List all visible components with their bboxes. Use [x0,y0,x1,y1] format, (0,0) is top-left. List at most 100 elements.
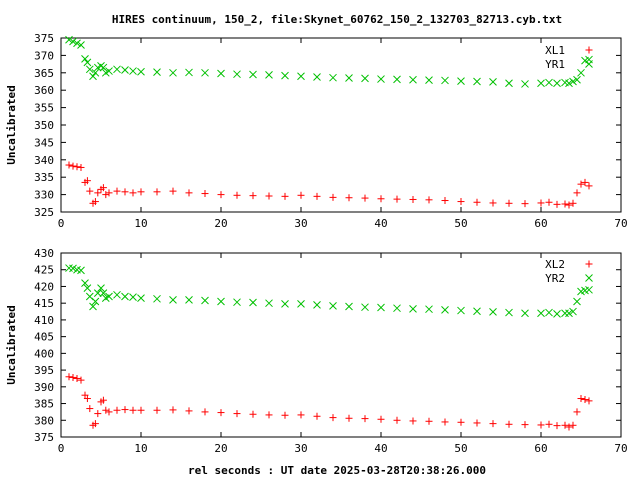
data-point [457,418,465,426]
data-point [113,187,121,195]
data-point [297,72,305,81]
data-point [361,303,369,312]
data-point [281,411,289,419]
data-point [129,293,137,302]
data-point [83,58,92,67]
data-point [169,406,177,414]
data-point [99,289,108,297]
data-point [489,199,497,207]
data-point [521,421,529,429]
x-tick-label: 10 [134,217,147,230]
x-tick-label: 10 [134,442,147,455]
data-point [565,423,573,431]
data-point [409,75,417,84]
data-point [553,79,561,88]
data-point [573,75,581,84]
data-point [91,420,99,428]
y-tick-label: 390 [34,381,54,394]
data-point [345,74,353,82]
data-point [201,190,209,198]
y-axis-label: Uncalibrated [5,305,18,384]
data-point [265,192,273,200]
data-point [265,71,273,79]
data-point [137,67,145,76]
data-point [217,409,225,417]
data-point [409,417,417,425]
data-point [265,411,273,419]
data-point [585,397,593,405]
y-tick-label: 400 [34,347,54,360]
x-tick-label: 40 [374,442,387,455]
data-point [441,76,449,85]
data-point [185,189,193,197]
data-point [249,298,257,307]
data-point [441,418,449,426]
data-point [233,410,241,418]
data-point [97,284,105,292]
data-point [441,306,449,314]
legend-label: YR1 [545,58,565,71]
data-point [153,68,161,76]
data-point [69,162,77,170]
y-tick-label: 350 [34,119,54,132]
y-tick-label: 410 [34,314,54,327]
data-point [573,297,581,306]
data-point [569,307,577,316]
data-point [113,290,121,299]
data-point [99,396,107,404]
data-point [83,395,91,403]
series-XL2 [65,373,593,431]
data-point [425,417,433,425]
data-point [561,421,569,429]
data-point [565,309,573,318]
data-point [313,301,321,309]
data-point [329,193,337,201]
y-tick-label: 420 [34,280,54,293]
data-point [185,68,193,77]
data-point [457,306,465,315]
data-point [137,294,145,303]
x-tick-label: 60 [534,217,547,230]
data-point [217,69,225,78]
data-point [573,408,581,416]
legend-label: YR2 [545,272,565,285]
data-point [561,309,569,318]
data-point [169,295,177,304]
data-point [129,406,137,414]
data-point [521,200,529,208]
data-point [77,163,85,171]
x-tick-label: 0 [58,217,65,230]
data-point [77,266,85,275]
y-tick-label: 340 [34,154,54,167]
data-point [329,73,337,82]
data-point [281,192,289,200]
data-point [249,192,257,200]
y-tick-label: 405 [34,331,54,344]
data-point [65,373,73,381]
data-point [313,412,321,420]
y-tick-label: 395 [34,364,54,377]
data-point [457,198,465,206]
data-point [409,195,417,203]
data-point [473,198,481,206]
data-point [105,189,113,197]
y-tick-label: 355 [34,102,54,115]
data-point [345,194,353,202]
data-point [217,297,225,306]
data-point [185,407,193,415]
data-point [121,406,129,414]
x-tick-label: 50 [454,217,467,230]
data-point [577,180,585,188]
legend-label: XL1 [545,44,565,57]
data-point [545,420,553,428]
data-point [85,65,94,74]
data-point [73,163,81,171]
data-point [489,308,497,316]
data-point [345,414,353,422]
data-point [102,191,110,199]
data-point [581,396,589,404]
data-point [77,376,85,384]
data-point [569,199,577,207]
data-point [581,178,589,186]
data-point [537,79,545,88]
